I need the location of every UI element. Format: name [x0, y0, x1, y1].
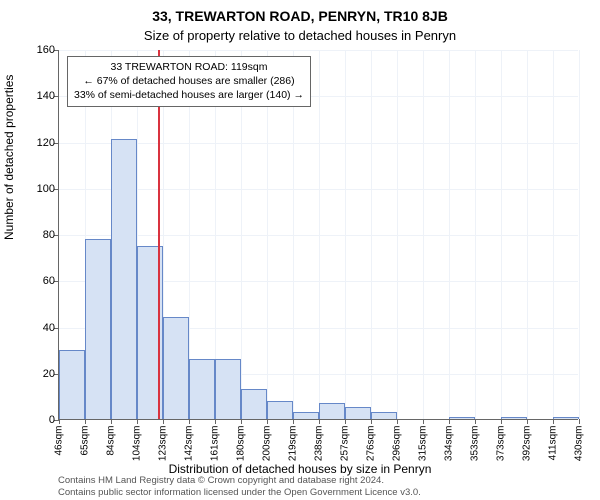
xtick-mark [553, 419, 554, 424]
histogram-bar [59, 350, 85, 419]
xtick-mark [527, 419, 528, 424]
xtick-mark [163, 419, 164, 424]
ytick-label: 40 [27, 322, 55, 334]
xtick-mark [189, 419, 190, 424]
gridline-vertical [397, 50, 398, 419]
histogram-bar [111, 139, 137, 419]
ytick-label: 120 [27, 137, 55, 149]
xtick-label: 373sqm [496, 426, 507, 486]
chart-container: 33, TREWARTON ROAD, PENRYN, TR10 8JB Siz… [0, 0, 600, 500]
gridline-vertical [371, 50, 372, 419]
histogram-bar [449, 417, 475, 419]
xtick-mark [241, 419, 242, 424]
gridline-vertical [579, 50, 580, 419]
xtick-mark [371, 419, 372, 424]
histogram-bar [553, 417, 579, 419]
page-title: 33, TREWARTON ROAD, PENRYN, TR10 8JB [0, 8, 600, 24]
y-axis-label: Number of detached properties [2, 75, 16, 240]
gridline-vertical [423, 50, 424, 419]
ytick-label: 140 [27, 90, 55, 102]
histogram-bar [319, 403, 345, 419]
chart-subtitle: Size of property relative to detached ho… [0, 28, 600, 43]
xtick-mark [111, 419, 112, 424]
histogram-bar [371, 412, 397, 419]
gridline-vertical [527, 50, 528, 419]
histogram-bar [345, 407, 371, 419]
xtick-mark [423, 419, 424, 424]
annotation-box: 33 TREWARTON ROAD: 119sqm ← 67% of detac… [67, 56, 311, 107]
gridline-vertical [345, 50, 346, 419]
ytick-label: 160 [27, 44, 55, 56]
xtick-mark [85, 419, 86, 424]
footer-line: Contains HM Land Registry data © Crown c… [58, 475, 421, 486]
x-axis-label: Distribution of detached houses by size … [0, 462, 600, 476]
xtick-mark [59, 419, 60, 424]
xtick-label: 411sqm [548, 426, 559, 486]
histogram-bar [215, 359, 241, 419]
ytick-label: 100 [27, 183, 55, 195]
xtick-mark [267, 419, 268, 424]
histogram-bar [241, 389, 267, 419]
xtick-label: 334sqm [444, 426, 455, 486]
xtick-mark [579, 419, 580, 424]
ytick-label: 0 [27, 414, 55, 426]
ytick-label: 60 [27, 275, 55, 287]
annotation-line: ← 67% of detached houses are smaller (28… [74, 74, 304, 88]
xtick-mark [501, 419, 502, 424]
gridline-vertical [501, 50, 502, 419]
histogram-plot: 02040608010012014016046sqm65sqm84sqm104s… [58, 50, 578, 420]
ytick-label: 20 [27, 368, 55, 380]
histogram-bar [163, 317, 189, 419]
gridline-vertical [553, 50, 554, 419]
xtick-mark [215, 419, 216, 424]
annotation-line: 33% of semi-detached houses are larger (… [74, 88, 304, 102]
gridline-vertical [449, 50, 450, 419]
histogram-bar [85, 239, 111, 419]
xtick-mark [345, 419, 346, 424]
xtick-mark [449, 419, 450, 424]
xtick-mark [137, 419, 138, 424]
xtick-mark [293, 419, 294, 424]
ytick-label: 80 [27, 229, 55, 241]
histogram-bar [293, 412, 319, 419]
xtick-mark [475, 419, 476, 424]
histogram-bar [501, 417, 527, 419]
histogram-bar [189, 359, 215, 419]
footer-line: Contains public sector information licen… [58, 487, 421, 498]
xtick-mark [319, 419, 320, 424]
gridline-vertical [319, 50, 320, 419]
gridline-vertical [475, 50, 476, 419]
xtick-label: 353sqm [470, 426, 481, 486]
annotation-line: 33 TREWARTON ROAD: 119sqm [74, 60, 304, 74]
xtick-mark [397, 419, 398, 424]
histogram-bar [267, 401, 293, 420]
xtick-label: 392sqm [522, 426, 533, 486]
xtick-label: 430sqm [574, 426, 585, 486]
footer-attribution: Contains HM Land Registry data © Crown c… [58, 475, 421, 498]
